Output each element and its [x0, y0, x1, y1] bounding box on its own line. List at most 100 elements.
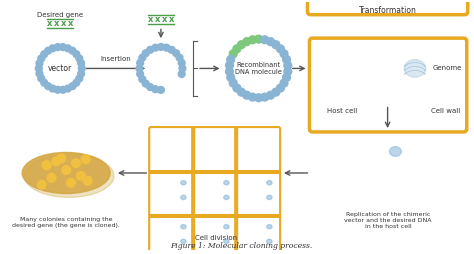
Circle shape [280, 50, 288, 58]
Ellipse shape [390, 147, 401, 156]
Text: x: x [148, 15, 154, 24]
Circle shape [52, 157, 61, 166]
Circle shape [168, 46, 175, 53]
Circle shape [67, 178, 75, 187]
Circle shape [237, 88, 246, 96]
Circle shape [69, 47, 76, 54]
Circle shape [139, 76, 146, 83]
Circle shape [78, 65, 85, 72]
Circle shape [237, 41, 246, 49]
Circle shape [233, 45, 241, 53]
Text: Many colonies containing the
desired gene (the gene is cloned).: Many colonies containing the desired gen… [12, 217, 120, 228]
Circle shape [55, 44, 61, 51]
Ellipse shape [181, 195, 186, 200]
Ellipse shape [404, 60, 426, 77]
Circle shape [42, 161, 51, 170]
Circle shape [36, 70, 43, 77]
Text: x: x [68, 19, 73, 28]
Circle shape [38, 55, 45, 62]
Circle shape [147, 46, 154, 53]
Circle shape [226, 61, 233, 69]
Ellipse shape [224, 225, 229, 229]
Circle shape [45, 47, 52, 54]
Circle shape [267, 38, 274, 45]
Circle shape [76, 171, 85, 180]
Circle shape [261, 36, 269, 44]
Circle shape [267, 91, 274, 99]
Circle shape [36, 60, 43, 67]
Text: x: x [168, 15, 174, 24]
Circle shape [73, 79, 80, 86]
Circle shape [173, 50, 180, 57]
Circle shape [272, 41, 280, 49]
Circle shape [41, 51, 47, 58]
Text: Recombinant
DNA molecule: Recombinant DNA molecule [235, 62, 282, 75]
Text: Replication of the chimeric
vector and the desired DNA
in the host cell: Replication of the chimeric vector and t… [344, 212, 432, 229]
Text: x: x [47, 19, 53, 28]
Circle shape [57, 154, 66, 163]
Circle shape [37, 180, 46, 189]
Circle shape [78, 60, 84, 67]
Circle shape [72, 159, 80, 168]
Circle shape [276, 84, 284, 92]
Text: x: x [155, 15, 160, 24]
Circle shape [62, 166, 71, 174]
Text: x: x [162, 15, 167, 24]
Circle shape [255, 35, 263, 43]
Circle shape [178, 71, 185, 77]
Circle shape [227, 55, 235, 63]
Circle shape [59, 86, 66, 93]
Circle shape [49, 85, 56, 92]
Circle shape [229, 50, 237, 58]
Text: x: x [61, 19, 66, 28]
Circle shape [255, 94, 263, 102]
Circle shape [229, 79, 237, 87]
Ellipse shape [181, 181, 186, 185]
Ellipse shape [224, 181, 229, 185]
Text: Cell division: Cell division [195, 234, 237, 241]
Text: Figure 1: Molecular cloning process.: Figure 1: Molecular cloning process. [170, 242, 312, 250]
Circle shape [38, 75, 45, 82]
Circle shape [276, 45, 284, 53]
Text: Host cell: Host cell [327, 107, 357, 114]
Text: Transformation: Transformation [359, 6, 417, 15]
Circle shape [284, 68, 292, 75]
Ellipse shape [181, 239, 186, 244]
Ellipse shape [267, 239, 272, 244]
Circle shape [76, 55, 83, 62]
Ellipse shape [24, 154, 114, 197]
Circle shape [147, 84, 154, 90]
Circle shape [136, 65, 143, 72]
Text: Insertion: Insertion [100, 56, 131, 61]
Circle shape [64, 85, 71, 92]
Ellipse shape [181, 225, 186, 229]
Circle shape [59, 44, 66, 51]
Text: Cell wall: Cell wall [431, 107, 460, 114]
Circle shape [226, 68, 233, 75]
Ellipse shape [267, 195, 272, 200]
Circle shape [284, 61, 292, 69]
Circle shape [36, 65, 42, 72]
Circle shape [137, 71, 144, 77]
Circle shape [178, 59, 185, 66]
Text: Desired gene: Desired gene [37, 12, 83, 18]
Circle shape [142, 50, 149, 57]
Circle shape [157, 87, 164, 93]
Circle shape [47, 173, 56, 182]
Text: vector: vector [48, 64, 73, 73]
Circle shape [283, 55, 291, 63]
Ellipse shape [224, 239, 229, 244]
Circle shape [83, 176, 92, 185]
Circle shape [139, 54, 146, 61]
Circle shape [82, 155, 90, 164]
Circle shape [69, 83, 76, 90]
Circle shape [243, 38, 251, 45]
Circle shape [152, 44, 159, 51]
Circle shape [280, 79, 288, 87]
Circle shape [137, 59, 144, 66]
Ellipse shape [224, 195, 229, 200]
Circle shape [55, 86, 61, 93]
Circle shape [73, 51, 80, 58]
Ellipse shape [22, 152, 110, 194]
Circle shape [78, 70, 84, 77]
